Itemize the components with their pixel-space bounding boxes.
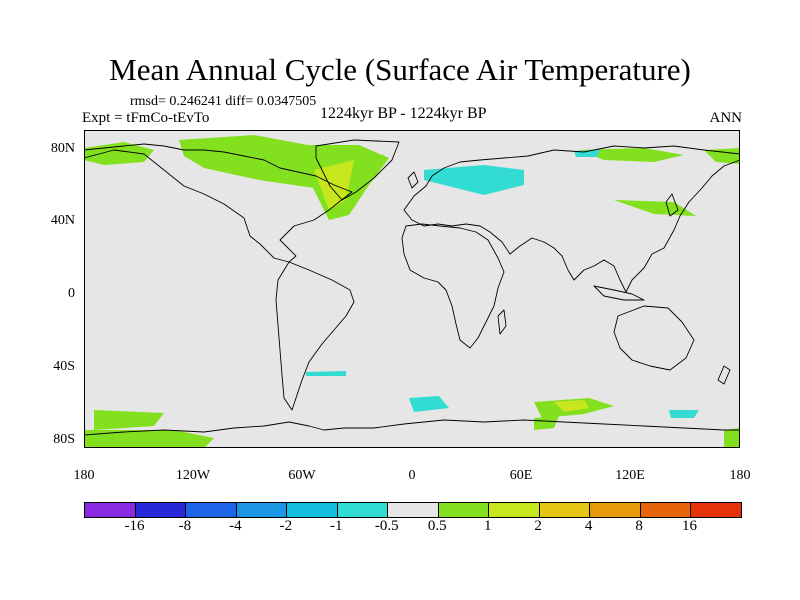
lat-label-80S: 80S: [53, 432, 75, 447]
anomaly-fill-cool: [306, 150, 699, 418]
anomaly-arctic-east: [579, 148, 684, 162]
map-background: [84, 130, 740, 448]
colorbar-segment: [590, 503, 641, 517]
colorbar-label: -2: [279, 518, 293, 534]
world-map-plot: [84, 130, 740, 448]
colorbar-segment: [287, 503, 338, 517]
period-label: 1224kyr BP - 1224kyr BP: [320, 105, 487, 122]
colorbar-label: 1: [483, 518, 492, 534]
colorbar-segment: [135, 503, 187, 517]
lon-label-60w: 60W: [288, 468, 316, 483]
season-label: ANN: [709, 110, 743, 126]
lat-label-0: 0: [68, 286, 75, 301]
colorbar-label: 2: [534, 518, 542, 534]
colorbar-label: -0.5: [374, 518, 399, 534]
colorbar-segment: [236, 503, 288, 517]
anomaly-southern-ocean-cool: [409, 396, 449, 412]
colorbar-label: 16: [682, 518, 698, 534]
anomaly-south-atlantic-cool: [306, 371, 346, 376]
lon-label-120e: 120E: [615, 468, 645, 483]
colorbar-label: -1: [330, 518, 343, 534]
colorbar-label: 8: [635, 518, 643, 534]
anomaly-antarctica-2: [724, 428, 740, 448]
plot-frame: [84, 130, 740, 448]
anomaly-southern-warm: [554, 400, 589, 412]
anomaly-bering: [704, 148, 740, 164]
colorbar-segment: [85, 503, 136, 517]
lat-label-40S: 40S: [53, 359, 75, 374]
colorbar-segment: [640, 503, 692, 517]
colorbar-label: 4: [584, 518, 593, 534]
stats-line: rmsd= 0.246241 diff= 0.0347505: [130, 94, 317, 109]
coast-indonesia: [593, 285, 645, 301]
experiment-label: Expt = tFmCo-tEvTo: [82, 110, 210, 126]
lat-label-80N: 80N: [50, 141, 75, 156]
coast-greenland: [315, 139, 400, 201]
coast-japan: [665, 193, 679, 217]
colorbar-segment: [539, 503, 591, 517]
colorbar-label: -4: [229, 518, 242, 534]
lon-label-120w: 120W: [175, 468, 211, 483]
anomaly-antarctica-1: [84, 430, 214, 448]
colorbar-segment: [438, 503, 490, 517]
coast-south-america: [275, 261, 355, 411]
anomaly-indian-ocean-cool: [669, 410, 699, 418]
coast-australia: [613, 305, 695, 371]
lon-label-0: 0: [408, 468, 416, 483]
lon-label-180e: 180: [729, 468, 751, 483]
colorbar-segment: [186, 503, 237, 517]
colorbar-segment: [388, 503, 439, 517]
lon-label-180w: 180: [73, 468, 95, 483]
colorbar-segment: [337, 503, 389, 517]
coast-uk: [407, 171, 419, 189]
lon-label-60e: 60E: [509, 468, 533, 483]
anomaly-europe-cool: [424, 165, 524, 195]
colorbar-segment: [489, 503, 540, 517]
colorbar-label: -16: [124, 518, 145, 534]
colorbar: [84, 502, 742, 518]
anomaly-southern-ocean-3: [534, 416, 559, 430]
lat-label-40N: 40N: [50, 213, 75, 228]
colorbar-label: -8: [178, 518, 192, 534]
coast-africa: [401, 223, 505, 349]
coast-north-america: [84, 143, 353, 263]
coast-new-zealand: [717, 365, 731, 385]
map-title: Mean Annual Cycle (Surface Air Temperatu…: [109, 52, 691, 87]
colorbar-segment: [691, 503, 741, 517]
colorbar-label: 0.5: [427, 518, 447, 534]
anomaly-alaska: [84, 142, 154, 165]
coastlines: [84, 139, 740, 436]
coast-madagascar: [497, 309, 507, 335]
coast-antarctica: [84, 419, 740, 436]
anomaly-southern-ocean-1: [94, 410, 164, 430]
coast-europe-asia: [403, 145, 740, 293]
